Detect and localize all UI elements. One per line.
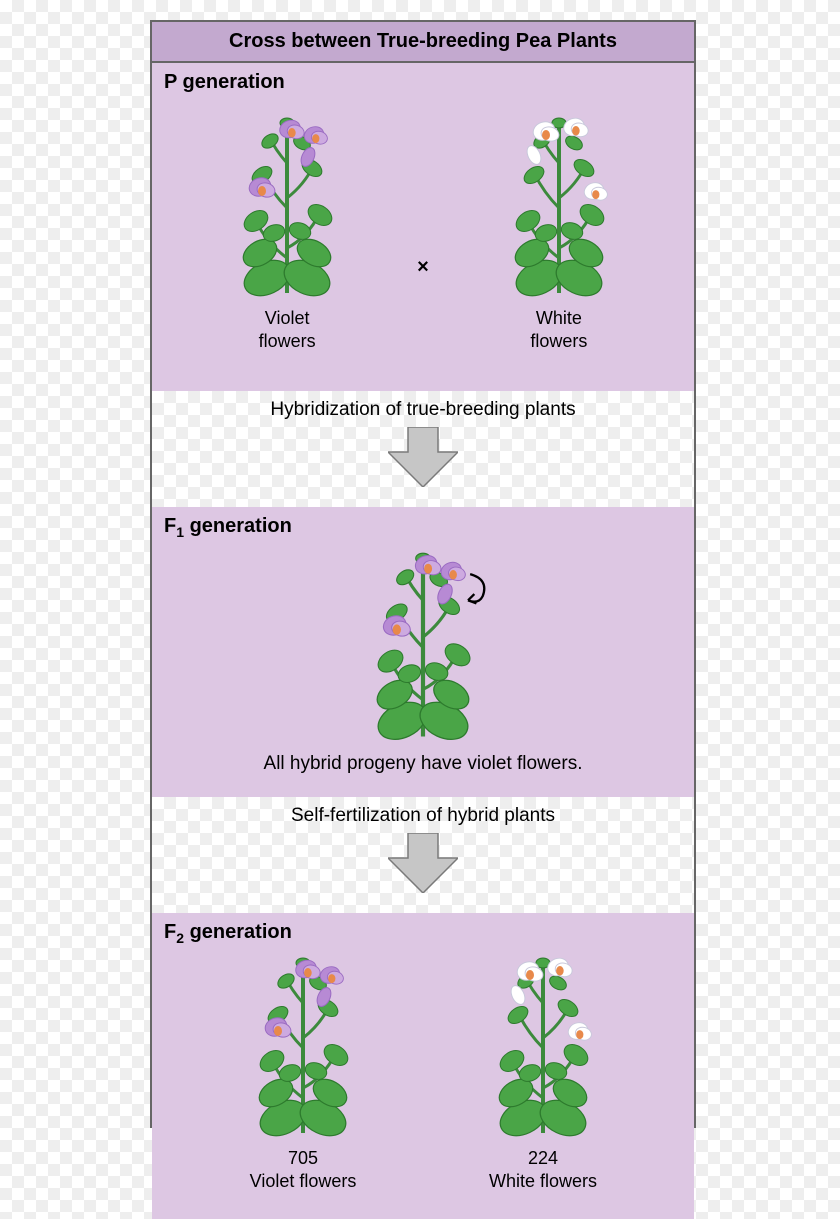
f2-generation-label: F2 generation <box>164 921 292 946</box>
f1-violet-plant-icon <box>343 527 503 747</box>
hybridization-text: Hybridization of true-breeding plants <box>152 391 694 421</box>
cross-symbol: × <box>417 256 429 279</box>
p-violet-plant-block: Violetflowers <box>197 93 377 352</box>
p-white-label: Whiteflowers <box>469 307 649 352</box>
f2-white-plant-block: 224White flowers <box>453 933 633 1192</box>
p-violet-label: Violetflowers <box>197 307 377 352</box>
p-white-plant-block: Whiteflowers <box>469 93 649 352</box>
white-plant-icon <box>468 933 618 1143</box>
violet-plant-icon <box>228 933 378 1143</box>
title-bar: Cross between True-breeding Pea Plants <box>152 22 694 63</box>
f2-white-label: 224White flowers <box>453 1147 633 1192</box>
f2-plant-row: 705Violet flowers 224White flowers <box>152 913 694 1192</box>
f1-plant-row <box>152 507 694 747</box>
down-arrow-icon <box>388 427 458 487</box>
p-generation-label: P generation <box>164 71 285 94</box>
panel-f1-generation: F1 generation All hybrid progeny have vi… <box>152 507 694 797</box>
panel-f2-generation: F2 generation 705Violet flowers <box>152 913 694 1219</box>
title-text: Cross between True-breeding Pea Plants <box>229 30 617 52</box>
transition-self-fertilization: Self-fertilization of hybrid plants <box>152 797 694 913</box>
f2-violet-plant-block: 705Violet flowers <box>213 933 393 1192</box>
down-arrow-icon <box>388 833 458 893</box>
violet-plant-icon <box>212 93 362 303</box>
f1-caption: All hybrid progeny have violet flowers. <box>152 753 694 775</box>
p-plant-row: Violetflowers × Whiteflowers <box>152 63 694 352</box>
white-plant-icon <box>484 93 634 303</box>
diagram-frame: Cross between True-breeding Pea Plants P… <box>150 20 696 1128</box>
panel-p-generation: P generation Violetflowers × <box>152 63 694 391</box>
self-fertilization-text: Self-fertilization of hybrid plants <box>152 797 694 827</box>
transition-hybridization: Hybridization of true-breeding plants <box>152 391 694 507</box>
f2-violet-label: 705Violet flowers <box>213 1147 393 1192</box>
